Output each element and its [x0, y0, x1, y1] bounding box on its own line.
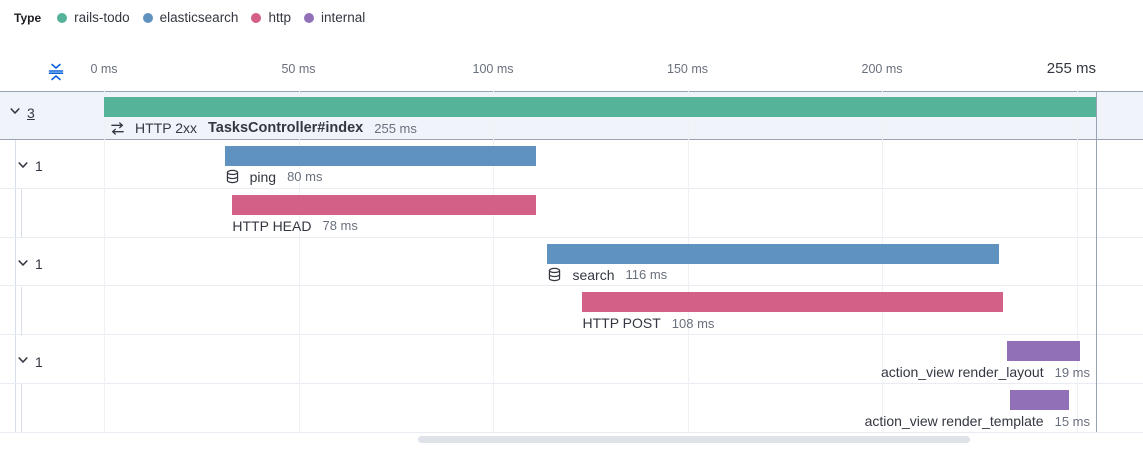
waterfall-row [0, 335, 1143, 385]
legend-item-internal[interactable]: internal [303, 10, 366, 25]
time-axis: 0 ms 50 ms 100 ms 150 ms 200 ms 255 ms [0, 55, 1143, 91]
waterfall-row [0, 189, 1143, 238]
span-duration: 255 ms [374, 120, 417, 136]
span-name: search [572, 266, 615, 283]
legend-item-label: internal [320, 10, 366, 25]
legend-item-label: http [268, 10, 291, 25]
fold-icon [47, 63, 65, 84]
span-name: TasksController#index [207, 120, 364, 136]
span-name: HTTP POST [582, 315, 661, 332]
chevron-down-icon [8, 104, 22, 121]
waterfall-chart: 3 HTTP 2xx TasksController#index 255 ms 1 pin… [0, 91, 1143, 433]
chevron-down-icon [16, 158, 30, 175]
span-bar-http[interactable] [582, 292, 1003, 313]
waterfall-row [0, 286, 1143, 336]
span-label: HTTP HEAD 78 ms [232, 216, 358, 236]
waterfall-row [0, 238, 1143, 287]
span-bar-http[interactable] [232, 194, 536, 215]
span-duration: 80 ms [287, 169, 323, 185]
span-label: HTTP 2xx TasksController#index 255 ms [110, 118, 417, 138]
span-duration: 15 ms [1054, 413, 1090, 429]
gridline [104, 91, 105, 432]
span-duration: 108 ms [671, 315, 715, 331]
span-duration: 19 ms [1054, 364, 1090, 380]
span-bar-elasticsearch[interactable] [547, 243, 999, 264]
waterfall-row [0, 140, 1143, 189]
legend-dot-icon [142, 12, 153, 23]
indent-guide [21, 384, 22, 433]
legend-item-label: elasticsearch [159, 10, 239, 25]
waterfall-row [0, 384, 1143, 433]
child-count-link[interactable]: 1 [35, 256, 43, 273]
gridline [1076, 91, 1078, 432]
type-legend: Type rails-todo elasticsearch http internal [14, 10, 378, 25]
chevron-down-icon [16, 353, 30, 370]
span-name: action_view render_layout [880, 364, 1044, 381]
indent-guide [21, 287, 22, 336]
span-duration: 78 ms [322, 218, 358, 234]
span-label: ping 80 ms [225, 167, 323, 187]
span-result-label: HTTP 2xx [135, 120, 197, 136]
axis-tick-label: 50 ms [281, 62, 316, 76]
span-name: action_view render_template [864, 413, 1044, 430]
legend-item-elasticsearch[interactable]: elasticsearch [142, 10, 239, 25]
child-count-link[interactable]: 3 [27, 104, 35, 121]
row-expander-toggle[interactable]: 1 [16, 353, 43, 370]
span-bar-elasticsearch[interactable] [224, 145, 536, 166]
legend-dot-icon [303, 12, 314, 23]
span-label: HTTP POST 108 ms [582, 313, 714, 333]
row-expander-toggle[interactable]: 1 [16, 158, 43, 175]
child-count-link[interactable]: 1 [35, 353, 43, 370]
axis-tick-label: 150 ms [667, 62, 709, 76]
span-label: search 116 ms [547, 265, 667, 285]
database-icon [547, 267, 562, 282]
span-bar-internal[interactable] [1010, 390, 1069, 411]
indent-guide [15, 140, 16, 433]
span-label: action_view render_template 15 ms [865, 411, 1090, 431]
collapse-all-button[interactable] [45, 61, 67, 83]
gridline [493, 91, 495, 432]
span-name: HTTP HEAD [232, 217, 312, 234]
legend-item-label: rails-todo [74, 10, 130, 25]
span-duration: 116 ms [625, 267, 668, 283]
axis-tick-label: 200 ms [861, 62, 903, 76]
legend-title: Type [14, 10, 42, 25]
trace-end-gridline [1096, 91, 1097, 432]
axis-tick-label: 100 ms [472, 62, 514, 76]
gridline [298, 91, 300, 432]
legend-item-http[interactable]: http [251, 10, 291, 25]
axis-end-tick-label: 255 ms [1046, 60, 1096, 77]
row-expander-toggle[interactable]: 1 [16, 256, 43, 273]
merge-icon [110, 121, 125, 136]
span-label: action_view render_layout 19 ms [881, 362, 1090, 382]
horizontal-scrollbar[interactable] [418, 436, 970, 443]
axis-tick-label: 0 ms [90, 62, 118, 76]
legend-item-rails-todo[interactable]: rails-todo [57, 10, 130, 25]
row-expander-toggle[interactable]: 3 [8, 104, 35, 121]
indent-guide [21, 189, 22, 238]
legend-dot-icon [251, 12, 262, 23]
child-count-link[interactable]: 1 [35, 158, 43, 175]
legend-items: rails-todo elasticsearch http internal [57, 10, 378, 25]
span-name: ping [249, 168, 277, 185]
span-bar-rails-todo[interactable] [104, 97, 1096, 117]
span-bar-internal[interactable] [1006, 341, 1081, 362]
database-icon [225, 169, 240, 184]
legend-dot-icon [57, 12, 68, 23]
chevron-down-icon [16, 256, 30, 273]
